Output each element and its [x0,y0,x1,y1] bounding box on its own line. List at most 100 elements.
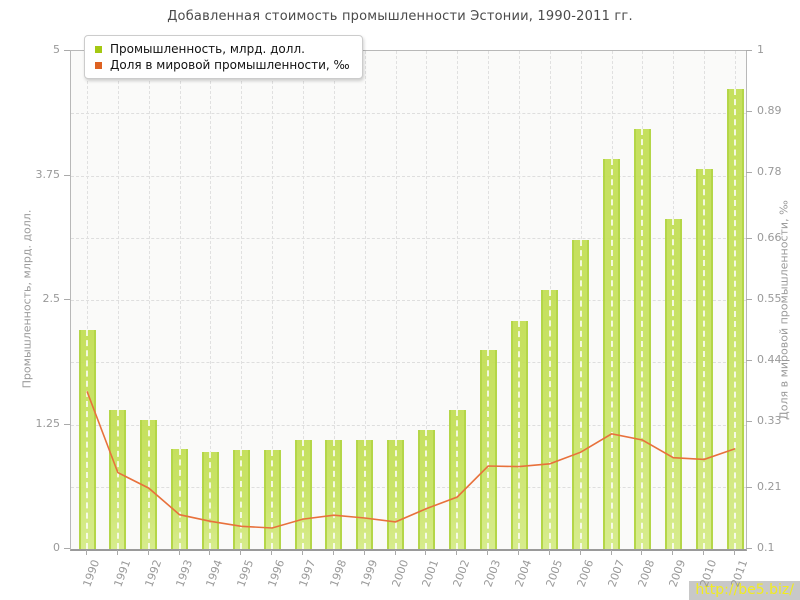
tick-mark [746,299,752,300]
tick-mark [116,550,118,555]
legend: Промышленность, млрд. долл. Доля в миров… [84,35,363,79]
gridline-vertical [272,51,274,549]
legend-item-industry: Промышленность, млрд. долл. [95,41,350,57]
tick-mark [746,171,752,173]
gridline-vertical [87,51,88,549]
x-label-text: 2000 [388,558,411,589]
tick-mark [746,238,752,240]
bar-center-dash-icon [363,440,366,549]
x-label-text: 1998 [327,558,350,589]
bar-2011 [726,88,744,549]
legend-swatch-industry-icon [95,45,102,53]
gridline-horizontal [71,237,746,239]
y-right-tick-label: 0.89 [757,103,782,117]
tick-mark [641,550,643,555]
tick-mark [64,548,70,549]
y-left-tick-label: 1.25 [35,416,61,430]
bar-1995 [232,450,250,549]
bar-2003 [479,349,497,549]
tick-mark [610,550,612,555]
y-right-tick-label: 0.33 [757,413,782,427]
y-left-tick-label: 0 [53,541,60,554]
tick-mark [332,550,334,555]
bar-2008 [633,128,651,549]
bar-center-dash-icon [240,450,243,549]
bar-center-dash-icon [147,419,150,549]
bar-1994 [201,452,219,549]
gridline-vertical [333,51,335,549]
tick-mark [746,487,752,489]
tick-mark [178,550,180,555]
x-label-text: 2009 [666,558,689,589]
legend-label-share: Доля в мировой промышленности, ‰ [110,58,350,72]
x-label-text: 1994 [203,558,226,589]
bar-center-dash-icon [271,450,274,549]
gridline-vertical [210,51,212,549]
tick-mark [746,548,752,549]
bar-2007 [603,158,621,549]
tick-mark [302,550,303,555]
bar-2001 [417,430,435,549]
tick-mark [487,550,489,555]
bar-center-dash-icon [548,290,551,549]
y-left-tick-label: 5 [53,43,60,56]
bar-center-dash-icon [610,158,613,549]
tick-mark [394,550,396,555]
y-left-tick-label: 2.5 [42,292,61,305]
bar-1997 [294,440,312,549]
gridline-vertical [364,51,366,549]
bar-1998 [325,440,343,549]
tick-mark [64,174,70,176]
tick-mark [746,110,752,112]
bar-center-dash-icon [86,329,88,549]
bar-center-dash-icon [209,452,212,549]
x-label-text: 1990 [80,558,103,589]
gridline-horizontal [71,300,746,301]
tick-mark [518,550,519,555]
tick-mark [746,50,752,51]
x-label-text: 2005 [543,558,566,589]
gridline-vertical [457,51,459,549]
bar-1992 [140,419,158,549]
bar-center-dash-icon [703,168,706,549]
x-label-text: 1993 [172,558,195,589]
x-label-text: 2007 [604,558,627,589]
bar-center-dash-icon [116,409,119,549]
y-right-tick-label: 0.44 [757,352,782,366]
gridline-vertical [395,51,397,549]
bar-2004 [510,320,528,549]
bar-center-dash-icon [734,88,736,549]
tick-mark [64,50,70,51]
x-label-text: 1999 [358,558,380,589]
bar-2006 [572,240,590,549]
gridline-vertical [426,51,428,549]
y-left-tick-label: 3.75 [35,167,61,181]
legend-label-industry: Промышленность, млрд. долл. [110,42,305,56]
tick-mark [456,550,458,555]
y-right-tick-label: 1 [757,43,764,56]
chart-title: Добавленная стоимость промышленности Эст… [167,9,633,24]
bar-1996 [263,450,281,549]
bar-center-dash-icon [302,440,304,549]
x-label-text: 1991 [111,558,134,589]
tick-mark [579,550,581,555]
tick-mark [271,550,273,555]
y-right-tick-label: 0.1 [757,541,775,554]
x-label-text: 2008 [635,558,658,589]
tick-mark [703,550,705,555]
watermark-link[interactable]: http://be5.biz/ [689,581,800,600]
y-right-tick-label: 0.66 [757,231,782,245]
x-label-text: 1997 [296,558,319,589]
gridline-vertical [519,51,520,549]
x-label-text: 2001 [419,558,442,589]
bar-center-dash-icon [641,128,644,549]
tick-mark [672,550,674,555]
tick-mark [734,550,735,555]
bar-2010 [695,168,713,549]
tick-mark [64,299,70,300]
bar-2000 [387,440,405,549]
x-label-text: 2006 [574,558,596,589]
bar-center-dash-icon [332,440,335,549]
plot-area [70,50,747,551]
